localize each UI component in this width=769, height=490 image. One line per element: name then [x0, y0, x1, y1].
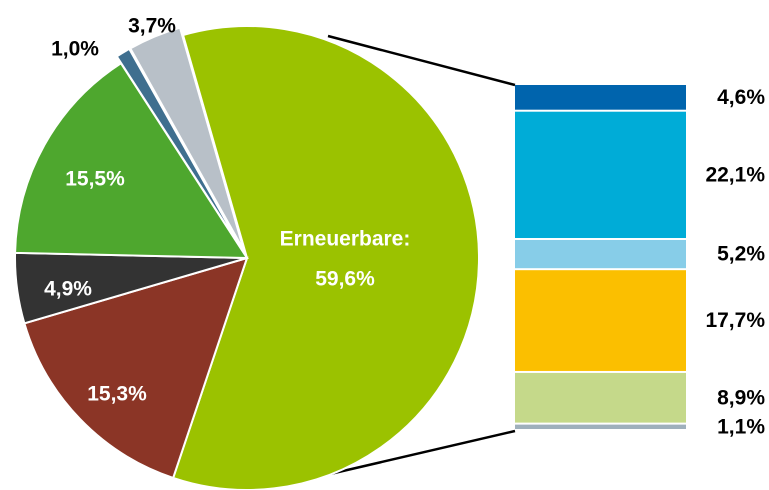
bar-segment: [515, 240, 686, 269]
segment-label: 4,6%: [717, 86, 765, 109]
segment-label: 5,2%: [717, 243, 765, 266]
connector-line: [327, 34, 516, 87]
pie-slice: [14, 61, 249, 260]
segment-label: 1,1%: [717, 415, 765, 438]
slice-label: 3,7%: [128, 15, 176, 38]
slice-label: 1,0%: [51, 38, 99, 61]
bar-segment: [515, 270, 686, 371]
segment-label: 17,7%: [705, 309, 765, 332]
segment-label: 22,1%: [705, 163, 765, 186]
bar-segment: [515, 85, 686, 110]
pie-slice: [23, 256, 249, 480]
slice-label: 59,6%: [315, 268, 375, 291]
bar-segment: [515, 372, 686, 423]
slice-label: 4,9%: [44, 278, 92, 301]
slice-category: Erneuerbare:: [280, 228, 411, 251]
pie-slice: [128, 26, 245, 252]
bar-segment: [515, 424, 686, 429]
bar-segment: [515, 111, 686, 239]
pie-slice: [115, 47, 244, 252]
connector-line: [329, 429, 516, 476]
pie-slice: [171, 25, 480, 490]
segment-label: 8,9%: [717, 386, 765, 409]
slice-label: 15,3%: [87, 383, 147, 406]
slice-label: 15,5%: [65, 168, 125, 191]
